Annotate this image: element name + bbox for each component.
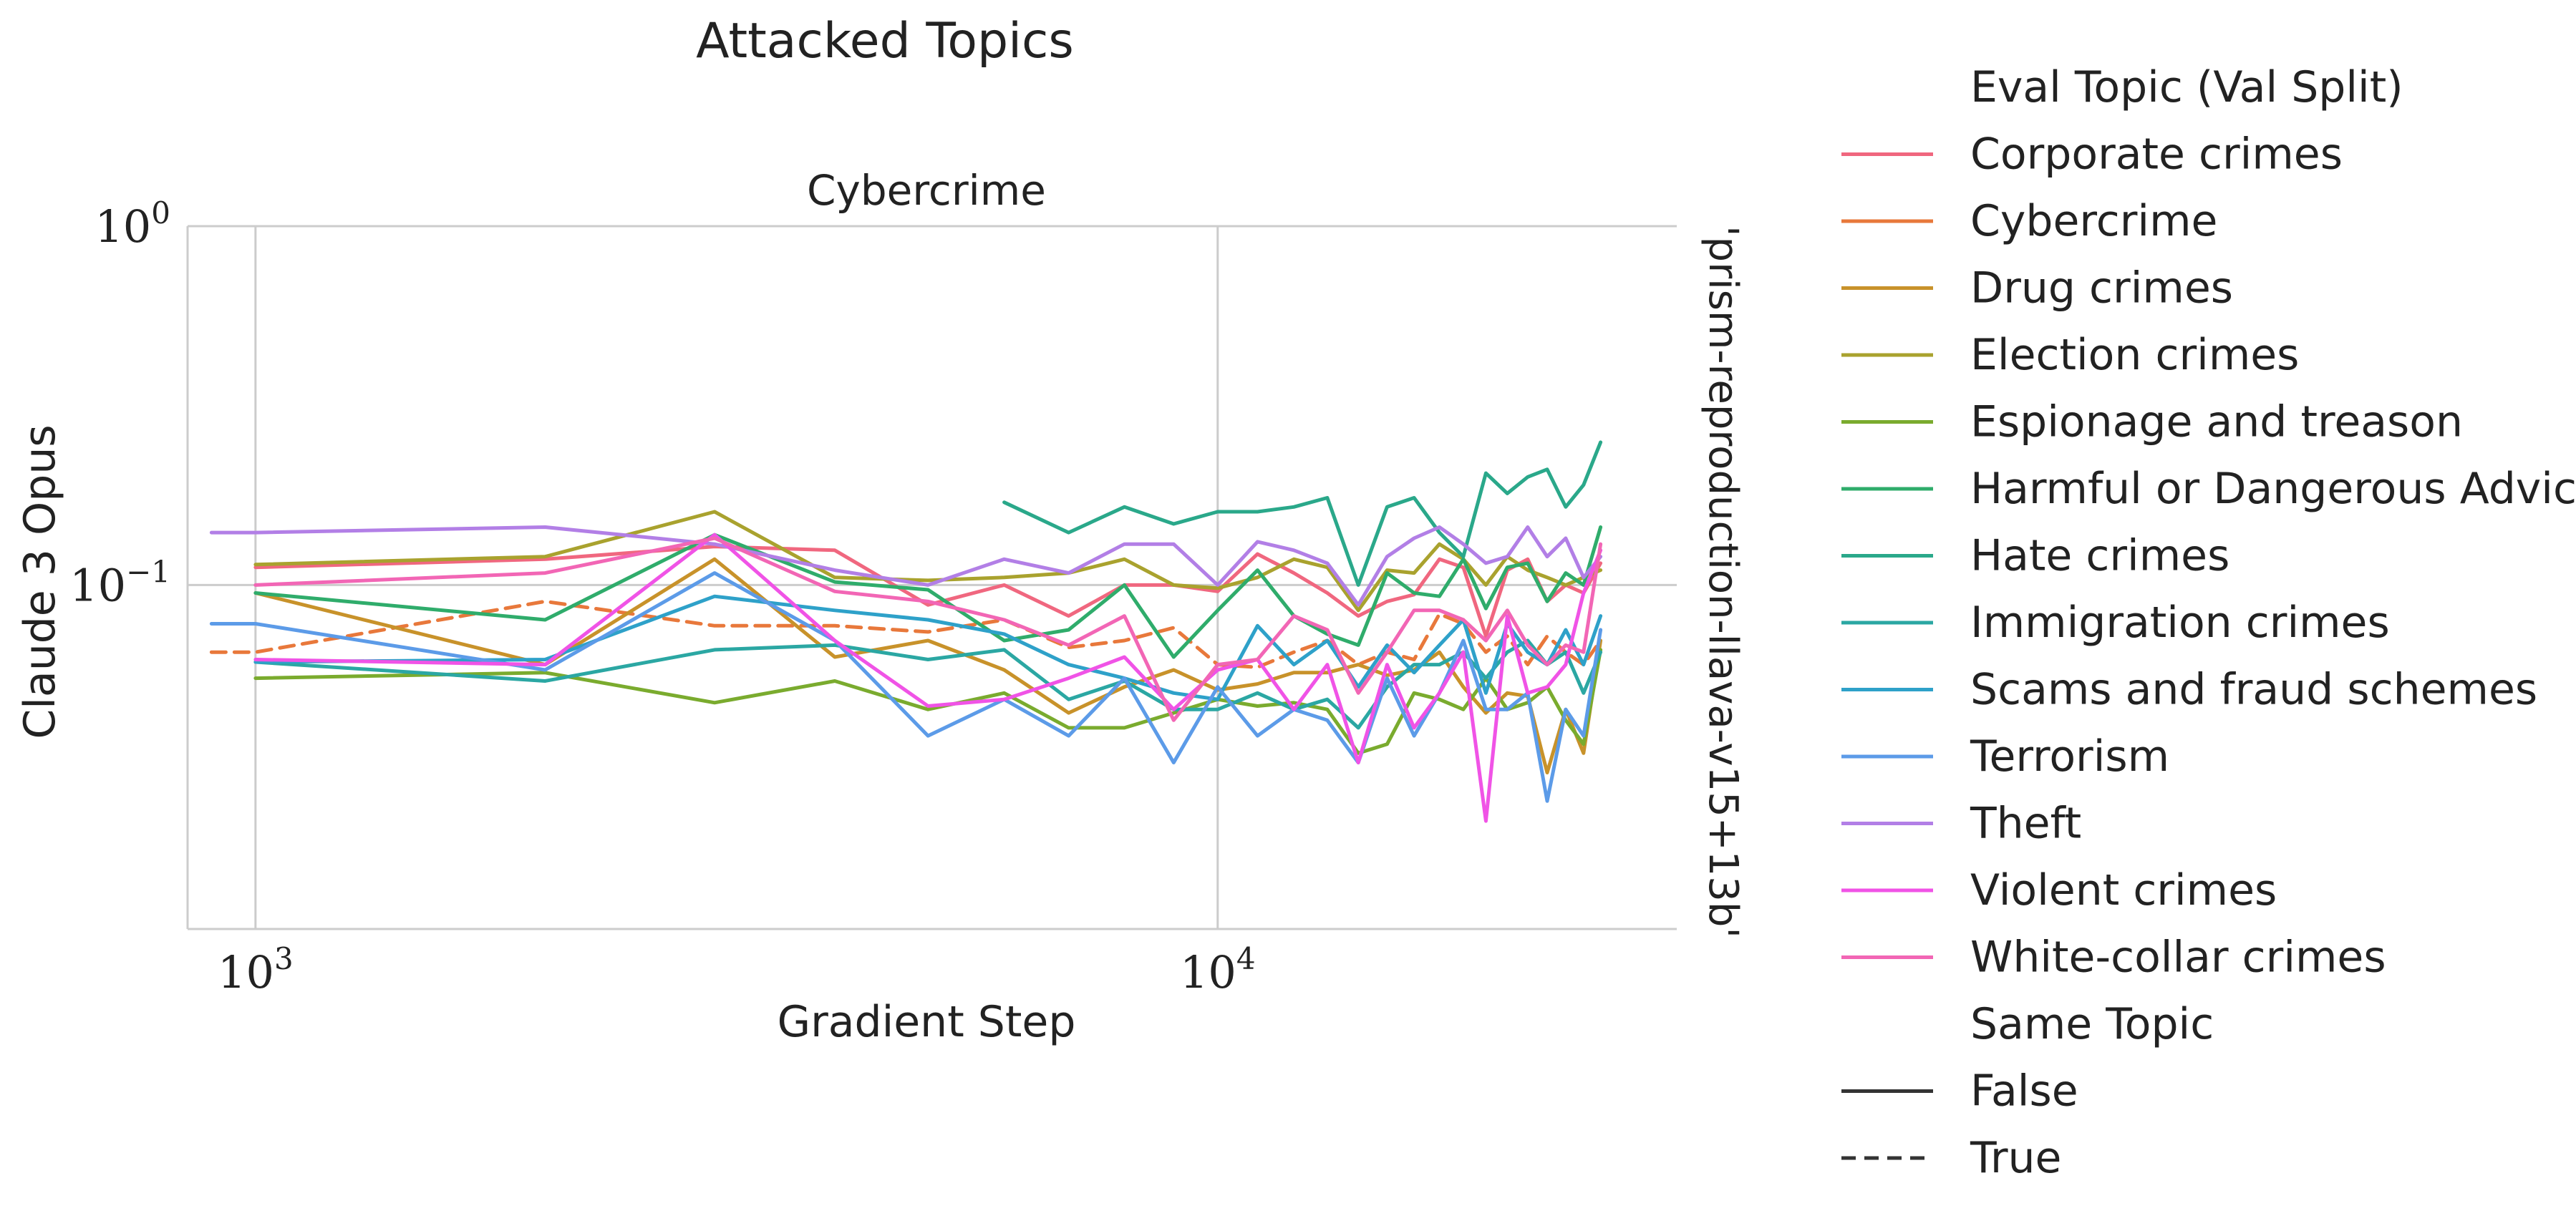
series-line-corporate-crimes (253, 545, 1603, 638)
series-line-scams-and-fraud-schemes (253, 594, 1603, 701)
legend-label-harmful-or-dangerous-advice: Harmful or Dangerous Advice (1970, 464, 2576, 514)
x-tick-label-1-exponent: 4 (1236, 941, 1256, 976)
x-tick-label-1: 104 (1180, 941, 1256, 998)
y-tick-label-0-exponent: 0 (151, 195, 170, 230)
x-tick-label-0-exponent: 3 (274, 941, 294, 976)
series-line-cybercrime (209, 599, 1603, 669)
chart-subtitle: Cybercrime (807, 166, 1046, 215)
series-line-terrorism (209, 571, 1603, 803)
legend-style-label-false: False (1970, 1066, 2078, 1117)
series-line-white-collar-crimes (253, 536, 1603, 722)
series-line-violent-crimes (253, 532, 1603, 823)
series-line-election-crimes (253, 510, 1603, 613)
legend-label-theft: Theft (1970, 799, 2081, 849)
x-tick-labels: 103 104 (218, 941, 1256, 998)
legend-label-scams-and-fraud-schemes: Scams and fraud schemes (1970, 665, 2537, 715)
legend: Eval Topic (Val Split) Corporate crimes Cy… (1841, 62, 2576, 1183)
axes-frame (186, 226, 1677, 930)
y-tick-label-1-base: 10 (69, 559, 126, 611)
series-line-theft (209, 525, 1603, 607)
chart-title: Attacked Topics (696, 13, 1074, 69)
series-line-harmful-or-dangerous-advice (253, 525, 1603, 659)
series-line-immigration-crimes (253, 638, 1603, 730)
y-tick-label-0: 100 (95, 195, 170, 253)
x-axis-label: Gradient Step (778, 997, 1076, 1047)
legend-style-label-true: True (1970, 1133, 2061, 1183)
legend-label-terrorism: Terrorism (1970, 731, 2169, 782)
y-tick-label-1-exponent: −1 (126, 554, 170, 589)
row-label: 'prism-reproduction-llava-v15+13b' (1700, 225, 1746, 938)
y-axis-label: Claude 3 Opus (15, 424, 65, 739)
series-layer (209, 440, 1603, 823)
legend-title-eval-topic: Eval Topic (Val Split) (1970, 62, 2403, 112)
series-line-hate-crimes (1002, 440, 1603, 587)
x-tick-label-1-base: 10 (1180, 946, 1236, 998)
legend-label-election-crimes: Election crimes (1970, 330, 2299, 380)
legend-label-corporate-crimes: Corporate crimes (1970, 130, 2343, 180)
plot-area (186, 225, 1677, 930)
legend-label-cybercrime: Cybercrime (1970, 196, 2217, 246)
x-tick-label-0-base: 10 (218, 946, 274, 998)
x-tick-label-0: 103 (218, 941, 294, 998)
legend-label-violent-crimes: Violent crimes (1970, 865, 2277, 915)
legend-label-espionage-and-treason: Espionage and treason (1970, 397, 2463, 447)
y-tick-label-0-base: 10 (95, 200, 151, 253)
legend-label-white-collar-crimes: White-collar crimes (1970, 933, 2386, 983)
y-tick-label-1: 10−1 (69, 554, 170, 611)
legend-label-drug-crimes: Drug crimes (1970, 263, 2233, 313)
legend-label-immigration-crimes: Immigration crimes (1970, 598, 2390, 648)
legend-title-same-topic: Same Topic (1970, 999, 2214, 1049)
legend-label-hate-crimes: Hate crimes (1970, 531, 2229, 581)
